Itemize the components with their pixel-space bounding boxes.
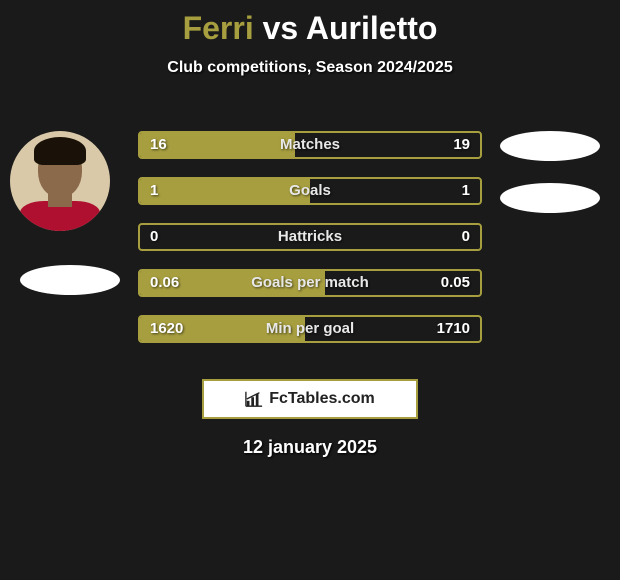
player1-avatar [10,131,110,231]
stat-value-right: 0.05 [441,271,470,295]
page-title: Ferri vs Auriletto [0,10,620,47]
stat-row-goals-per-match: 0.06 Goals per match 0.05 [138,269,482,297]
stat-label: Matches [140,133,480,157]
subtitle: Club competitions, Season 2024/2025 [0,59,620,77]
player1-name: Ferri [183,10,254,46]
stat-value-right: 19 [453,133,470,157]
player2-team-badge [500,183,600,213]
player2-avatar [500,131,600,161]
comparison-card: Ferri vs Auriletto Club competitions, Se… [0,0,620,458]
title-vs: vs [263,10,299,46]
bar-chart-icon [245,390,263,408]
stat-value-right: 1710 [437,317,470,341]
avatar-hair [34,137,86,165]
stat-label: Hattricks [140,225,480,249]
stat-row-matches: 16 Matches 19 [138,131,482,159]
stat-value-right: 0 [462,225,470,249]
stat-label: Goals [140,179,480,203]
stat-bars: 16 Matches 19 1 Goals 1 0 Hattricks 0 [138,131,482,361]
stat-value-right: 1 [462,179,470,203]
stat-label: Min per goal [140,317,480,341]
date-text: 12 january 2025 [0,437,620,458]
player2-name: Auriletto [306,10,438,46]
player1-team-badge [20,265,120,295]
brand-text: FcTables.com [269,390,375,408]
stat-row-goals: 1 Goals 1 [138,177,482,205]
comparison-area: 16 Matches 19 1 Goals 1 0 Hattricks 0 [0,113,620,373]
stat-row-hattricks: 0 Hattricks 0 [138,223,482,251]
stat-label: Goals per match [140,271,480,295]
brand-box: FcTables.com [202,379,418,419]
stat-row-min-per-goal: 1620 Min per goal 1710 [138,315,482,343]
